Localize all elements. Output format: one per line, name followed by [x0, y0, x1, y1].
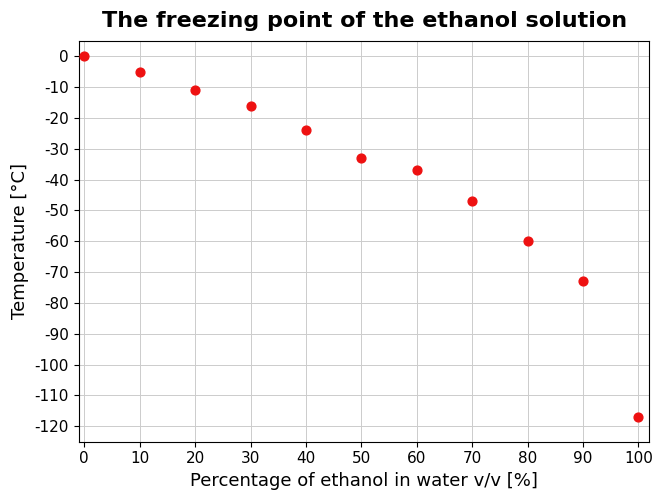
Point [633, 413, 644, 421]
X-axis label: Percentage of ethanol in water v/v [%]: Percentage of ethanol in water v/v [%] [190, 472, 538, 490]
Point [134, 68, 145, 76]
Point [412, 166, 422, 174]
Point [467, 197, 477, 205]
Point [190, 86, 200, 94]
Point [301, 126, 311, 134]
Point [356, 154, 366, 162]
Title: The freezing point of the ethanol solution: The freezing point of the ethanol soluti… [102, 11, 626, 31]
Point [245, 102, 256, 110]
Point [578, 278, 589, 286]
Point [522, 237, 533, 245]
Y-axis label: Temperature [°C]: Temperature [°C] [11, 163, 29, 319]
Point [79, 53, 90, 61]
